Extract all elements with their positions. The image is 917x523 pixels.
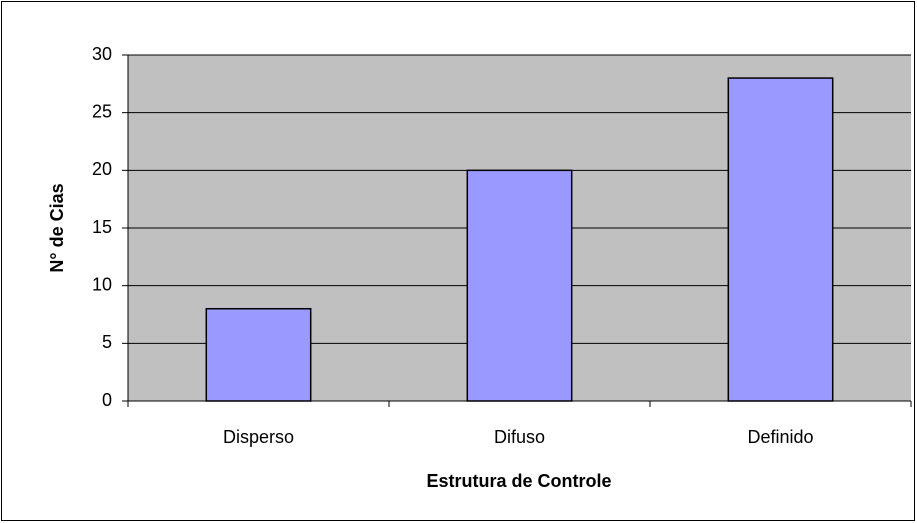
y-tick-label: 10 — [92, 274, 112, 294]
x-axis-title: Estrutura de Controle — [426, 471, 611, 491]
x-tick-label: Definido — [747, 427, 813, 447]
x-tick-label: Difuso — [494, 427, 545, 447]
bar — [205, 307, 312, 402]
bar — [727, 77, 834, 402]
bar — [466, 169, 573, 402]
y-tick-label: 30 — [92, 44, 112, 64]
y-axis-title: N° de Cias — [47, 183, 67, 272]
y-tick-label: 15 — [92, 217, 112, 237]
y-tick-label: 0 — [102, 390, 112, 410]
y-tick-label: 5 — [102, 332, 112, 352]
y-tick-label: 25 — [92, 101, 112, 121]
y-tick-label: 20 — [92, 159, 112, 179]
x-tick-label: Disperso — [223, 427, 294, 447]
